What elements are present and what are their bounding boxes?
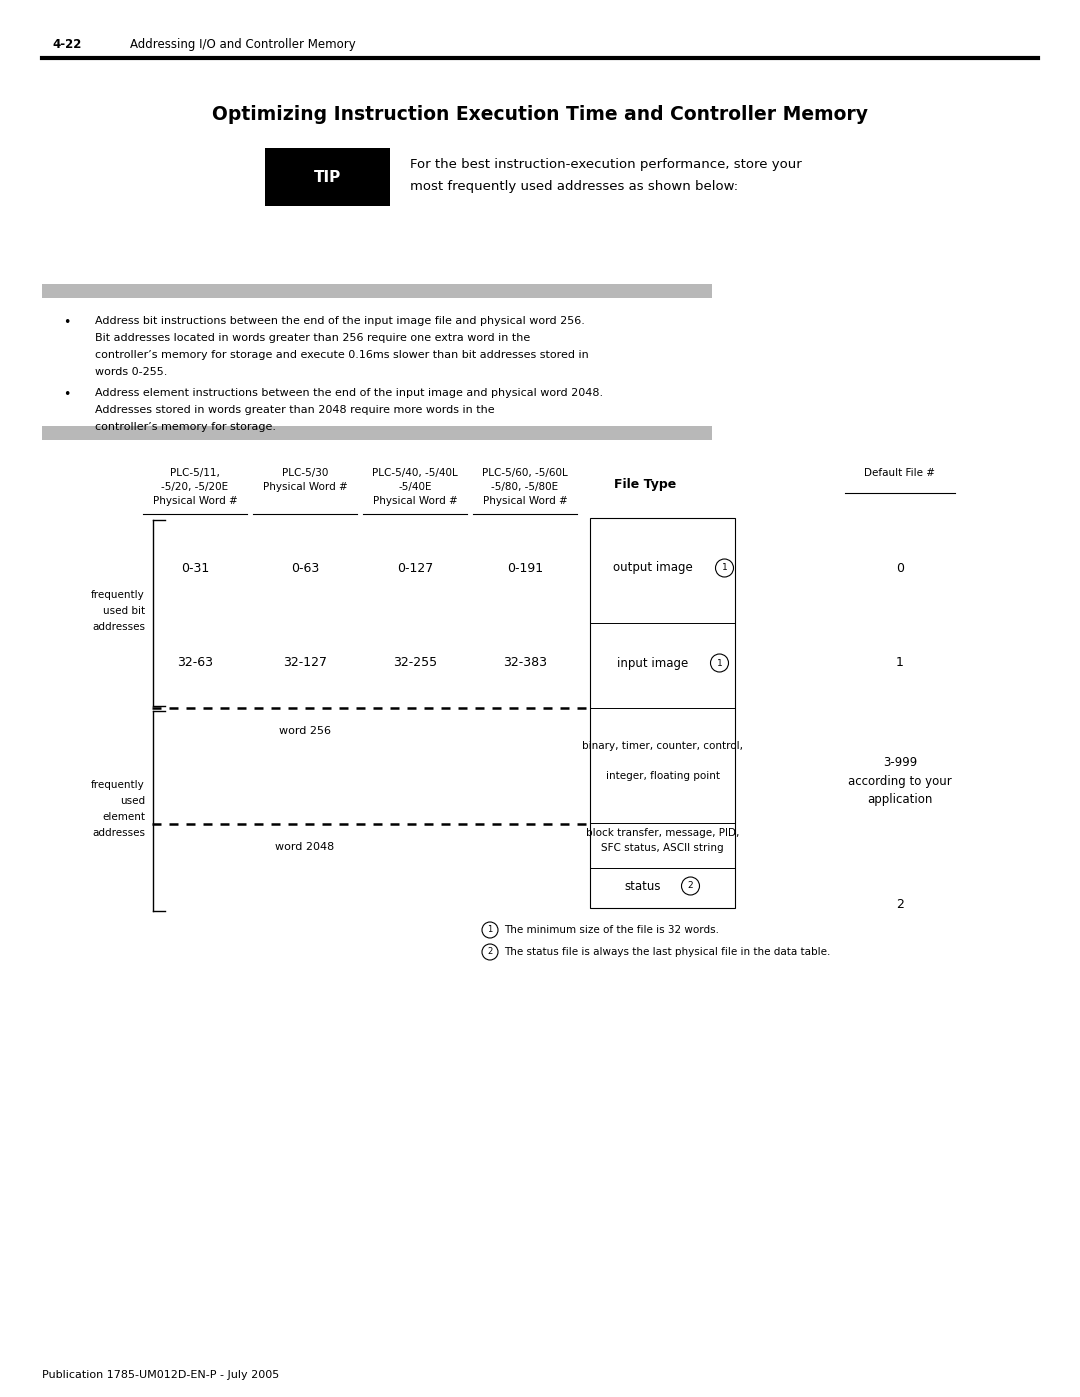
Bar — [42, 284, 712, 298]
Text: element: element — [102, 812, 145, 821]
Text: used: used — [120, 796, 145, 806]
Text: binary, timer, counter, control,: binary, timer, counter, control, — [582, 740, 743, 752]
Text: 0-31: 0-31 — [180, 562, 210, 574]
Text: SFC status, ASCII string: SFC status, ASCII string — [602, 842, 724, 854]
Text: 32-63: 32-63 — [177, 657, 213, 669]
Text: -5/80, -5/80E: -5/80, -5/80E — [491, 482, 558, 492]
Bar — [42, 426, 712, 440]
Text: 0-127: 0-127 — [396, 562, 433, 574]
Text: frequently: frequently — [91, 780, 145, 789]
Text: input image: input image — [617, 657, 688, 669]
Text: Address bit instructions between the end of the input image file and physical wo: Address bit instructions between the end… — [95, 316, 585, 326]
Text: 2: 2 — [487, 947, 492, 957]
Text: 0-63: 0-63 — [291, 562, 319, 574]
Text: output image: output image — [612, 562, 692, 574]
Text: 4-22: 4-22 — [52, 38, 81, 52]
Text: word 256: word 256 — [279, 726, 330, 736]
Text: 2: 2 — [688, 882, 693, 890]
Text: used bit: used bit — [103, 606, 145, 616]
Text: according to your: according to your — [848, 774, 951, 788]
Text: Default File #: Default File # — [864, 468, 935, 478]
Text: Addresses stored in words greater than 2048 require more words in the: Addresses stored in words greater than 2… — [95, 405, 495, 415]
Text: 1: 1 — [896, 657, 904, 669]
Text: •: • — [63, 388, 70, 401]
Text: controller’s memory for storage and execute 0.16ms slower than bit addresses sto: controller’s memory for storage and exec… — [95, 351, 589, 360]
Text: PLC-5/11,: PLC-5/11, — [170, 468, 220, 478]
Text: For the best instruction-execution performance, store your: For the best instruction-execution perfo… — [410, 158, 801, 170]
Bar — [590, 518, 735, 908]
Text: The status file is always the last physical file in the data table.: The status file is always the last physi… — [504, 947, 831, 957]
Text: 32-127: 32-127 — [283, 657, 327, 669]
Text: File Type: File Type — [613, 478, 676, 490]
Text: PLC-5/40, -5/40L: PLC-5/40, -5/40L — [373, 468, 458, 478]
Text: 3-999: 3-999 — [882, 757, 917, 770]
Text: Physical Word #: Physical Word # — [483, 496, 567, 506]
Text: 0-191: 0-191 — [507, 562, 543, 574]
Text: PLC-5/60, -5/60L: PLC-5/60, -5/60L — [482, 468, 568, 478]
Text: The minimum size of the file is 32 words.: The minimum size of the file is 32 words… — [504, 925, 719, 935]
Text: addresses: addresses — [92, 622, 145, 631]
Text: •: • — [63, 316, 70, 330]
Text: controller’s memory for storage.: controller’s memory for storage. — [95, 422, 276, 432]
Text: most frequently used addresses as shown below:: most frequently used addresses as shown … — [410, 180, 738, 193]
Text: TIP: TIP — [314, 169, 341, 184]
Text: 1: 1 — [721, 563, 727, 573]
Text: 1: 1 — [487, 925, 492, 935]
Text: Publication 1785-UM012D-EN-P - July 2005: Publication 1785-UM012D-EN-P - July 2005 — [42, 1370, 280, 1380]
Text: status: status — [624, 880, 661, 893]
Text: -5/40E: -5/40E — [399, 482, 432, 492]
Text: Addressing I/O and Controller Memory: Addressing I/O and Controller Memory — [130, 38, 355, 52]
Text: application: application — [867, 792, 933, 806]
Text: words 0-255.: words 0-255. — [95, 367, 167, 377]
Text: frequently: frequently — [91, 590, 145, 599]
Text: Physical Word #: Physical Word # — [152, 496, 238, 506]
Text: 1: 1 — [717, 658, 723, 668]
Text: 32-255: 32-255 — [393, 657, 437, 669]
Text: 0: 0 — [896, 562, 904, 574]
Text: Bit addresses located in words greater than 256 require one extra word in the: Bit addresses located in words greater t… — [95, 332, 530, 344]
Text: Optimizing Instruction Execution Time and Controller Memory: Optimizing Instruction Execution Time an… — [212, 105, 868, 124]
Text: 32-383: 32-383 — [503, 657, 546, 669]
Text: integer, floating point: integer, floating point — [606, 771, 719, 781]
Text: Address element instructions between the end of the input image and physical wor: Address element instructions between the… — [95, 388, 603, 398]
Bar — [265, 148, 390, 205]
Text: word 2048: word 2048 — [275, 842, 335, 852]
Text: Physical Word #: Physical Word # — [373, 496, 457, 506]
Text: addresses: addresses — [92, 828, 145, 838]
Text: 2: 2 — [896, 897, 904, 911]
Text: Physical Word #: Physical Word # — [262, 482, 348, 492]
Text: PLC-5/30: PLC-5/30 — [282, 468, 328, 478]
Text: block transfer, message, PID,: block transfer, message, PID, — [585, 828, 739, 838]
Text: -5/20, -5/20E: -5/20, -5/20E — [161, 482, 229, 492]
